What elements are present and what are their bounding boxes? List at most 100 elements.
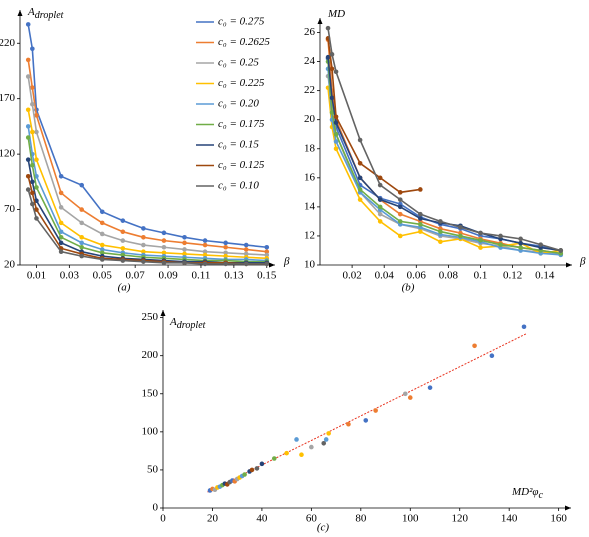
- legend-label: c₀ = 0.15: [218, 139, 259, 151]
- caption: (c): [317, 522, 330, 534]
- point: [407, 395, 413, 400]
- x-tick-label: 0.12: [503, 270, 522, 282]
- marker: [30, 179, 35, 185]
- marker: [333, 120, 339, 125]
- marker: [518, 236, 523, 242]
- x-axis-label-sub: c: [539, 490, 544, 501]
- marker: [58, 220, 64, 226]
- marker: [30, 85, 35, 90]
- marker: [202, 249, 208, 254]
- point: [249, 467, 255, 473]
- x-arrow: [565, 505, 571, 511]
- x-arrow: [566, 262, 572, 268]
- marker: [357, 160, 363, 166]
- marker: [30, 101, 35, 107]
- marker: [418, 216, 423, 221]
- marker: [498, 242, 503, 247]
- marker: [438, 219, 443, 224]
- marker: [377, 219, 383, 224]
- point: [242, 472, 247, 477]
- marker: [333, 69, 339, 75]
- marker: [397, 190, 403, 195]
- series-line: [327, 28, 561, 252]
- marker: [377, 211, 383, 217]
- marker: [30, 162, 35, 168]
- point: [271, 456, 277, 461]
- series-line: [27, 189, 267, 265]
- marker: [538, 242, 544, 247]
- y-axis-label-main: A: [27, 6, 35, 18]
- marker: [333, 131, 339, 137]
- x-arrow: [269, 262, 275, 268]
- marker: [558, 248, 564, 253]
- marker: [58, 234, 64, 240]
- marker: [161, 230, 167, 236]
- series-line: [327, 58, 561, 252]
- x-tick-label: 0: [160, 513, 166, 525]
- marker: [223, 261, 228, 267]
- marker: [357, 197, 363, 202]
- marker: [25, 187, 31, 192]
- marker: [264, 261, 270, 267]
- marker: [418, 187, 423, 192]
- x-tick-label: 0.04: [375, 270, 395, 282]
- legend-label: c₀ = 0.25: [218, 57, 259, 69]
- marker: [357, 175, 363, 181]
- series-line: [27, 109, 267, 260]
- marker: [418, 229, 423, 234]
- marker: [438, 229, 443, 234]
- y-tick-label: 18: [304, 142, 316, 154]
- marker: [397, 204, 403, 210]
- marker: [34, 216, 39, 221]
- legend-label: c₀ = 0.175: [218, 118, 265, 130]
- marker: [58, 249, 64, 254]
- marker: [329, 110, 335, 115]
- x-tick-label: 0.15: [257, 270, 277, 282]
- marker: [30, 129, 35, 135]
- x-tick-label: 0.1: [474, 270, 488, 282]
- series-line: [27, 176, 267, 265]
- y-tick-label: 220: [0, 37, 16, 49]
- y-tick-label: 10: [304, 259, 316, 271]
- marker: [182, 234, 187, 240]
- y-tick-label: 50: [147, 463, 159, 475]
- marker: [25, 22, 31, 27]
- marker: [34, 157, 39, 162]
- y-tick-label: 12: [304, 229, 315, 241]
- marker: [161, 250, 167, 256]
- marker: [182, 251, 187, 257]
- x-tick-label: 120: [451, 513, 468, 525]
- marker: [182, 247, 187, 252]
- point: [489, 353, 495, 358]
- point: [323, 437, 329, 442]
- x-tick-label: 140: [501, 513, 518, 525]
- legend-label: c₀ = 0.125: [218, 159, 265, 171]
- point: [472, 343, 477, 349]
- marker: [333, 146, 339, 152]
- marker: [141, 226, 146, 231]
- y-arrow: [17, 10, 23, 16]
- y-arrow: [317, 18, 323, 24]
- marker: [243, 261, 249, 267]
- marker: [223, 253, 228, 259]
- marker: [333, 114, 339, 120]
- marker: [243, 251, 249, 257]
- legend-label: c₀ = 0.225: [218, 77, 265, 89]
- x-tick-label: 0.11: [192, 270, 211, 282]
- y-tick-label: 20: [4, 259, 16, 271]
- marker: [161, 260, 167, 266]
- marker: [377, 175, 383, 181]
- marker: [397, 219, 403, 224]
- point: [259, 461, 265, 467]
- marker: [325, 54, 331, 60]
- marker: [329, 52, 335, 57]
- point: [427, 385, 433, 390]
- marker: [79, 240, 84, 246]
- marker: [58, 229, 64, 235]
- series-line: [27, 24, 267, 249]
- marker: [141, 234, 146, 240]
- point: [321, 440, 327, 446]
- marker: [357, 187, 363, 192]
- marker: [161, 244, 167, 250]
